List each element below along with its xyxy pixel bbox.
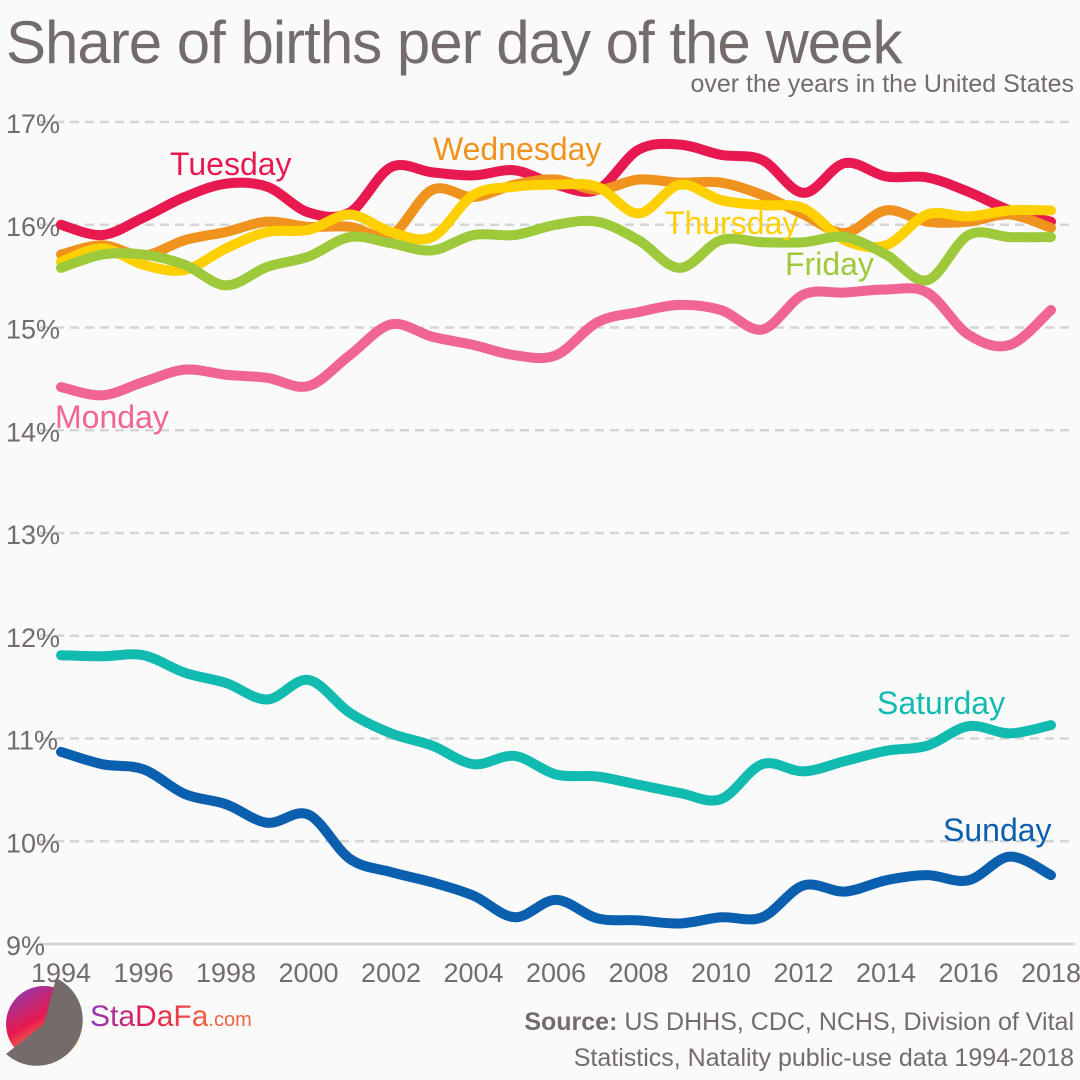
series-line-wednesday — [56, 174, 1056, 261]
series-lines — [56, 138, 1056, 929]
x-tick-label: 2004 — [443, 958, 503, 988]
chart-subtitle: over the years in the United States — [690, 70, 1074, 98]
series-label-wednesday: Wednesday — [433, 131, 601, 167]
chart-title: Share of births per day of the week — [6, 9, 903, 76]
y-tick-label: 14% — [6, 417, 60, 447]
y-tick-label: 13% — [6, 520, 60, 550]
stadafa-logo-icon — [6, 978, 83, 1066]
series-label-saturday: Saturday — [877, 685, 1005, 721]
series-line-monday — [56, 283, 1056, 401]
x-tick-label: 1996 — [113, 958, 173, 988]
x-axis-ticks: 1994 1996 1998 2000 2002 2004 2006 2008 2010 2012… — [31, 958, 1080, 988]
source-label: Source: — [524, 1008, 618, 1036]
y-tick-label: 10% — [6, 828, 60, 858]
series-line-sunday — [56, 746, 1056, 929]
x-tick-label: 2012 — [773, 958, 833, 988]
series-line-friday — [56, 215, 1056, 291]
line-chart: 9%10%11%12%13%14%15%16%17% 1994 1996 1998 2… — [6, 109, 1080, 988]
brand-text: StaDaFa — [90, 1000, 209, 1033]
series-label-sunday: Sunday — [943, 812, 1052, 848]
series-line-thursday — [56, 178, 1056, 276]
x-tick-label: 2010 — [691, 958, 751, 988]
series-line-saturday — [56, 649, 1056, 806]
x-tick-label: 2000 — [278, 958, 338, 988]
series-label-friday: Friday — [785, 246, 874, 282]
grid — [40, 120, 1075, 946]
y-tick-label: 9% — [6, 931, 45, 961]
y-tick-label: 15% — [6, 315, 60, 345]
x-tick-label: 2008 — [608, 958, 668, 988]
series-label-thursday: Thursday — [665, 205, 798, 241]
y-tick-label: 16% — [6, 212, 60, 242]
y-axis-ticks: 9% 10% 11% 12% 13% 14% 15% 16% 17% — [6, 109, 60, 961]
x-tick-label: 2002 — [361, 958, 421, 988]
brand-suffix: .com — [208, 1009, 252, 1031]
x-tick-label: 2014 — [856, 958, 916, 988]
x-tick-label: 2006 — [526, 958, 586, 988]
y-tick-label: 11% — [6, 726, 58, 756]
x-tick-label: 1998 — [196, 958, 256, 988]
y-tick-label: 12% — [6, 623, 60, 653]
source-line2: Statistics, Natality public-use data 199… — [573, 1044, 1074, 1072]
x-tick-label: 2016 — [938, 958, 998, 988]
series-label-monday: Monday — [55, 399, 169, 435]
source-line1: US DHHS, CDC, NCHS, Division of Vital — [624, 1008, 1074, 1036]
brand-name: StaDaFa.com — [90, 1000, 252, 1034]
source-note: Source: US DHHS, CDC, NCHS, Division of … — [524, 1004, 1074, 1076]
x-tick-label: 2018 — [1021, 958, 1080, 988]
y-tick-label: 17% — [6, 109, 60, 139]
series-label-tuesday: Tuesday — [170, 146, 292, 182]
series-labels: Tuesday Wednesday Thursday Friday Monday Satu… — [55, 131, 1052, 848]
